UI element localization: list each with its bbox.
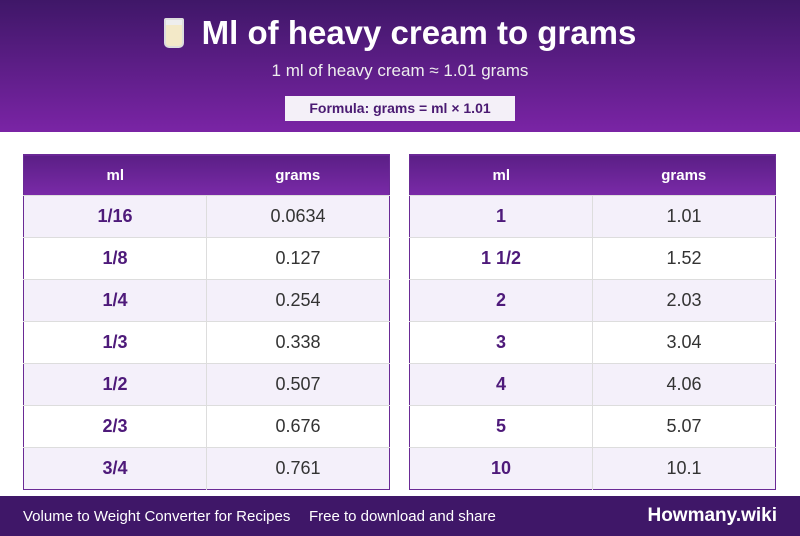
title-row: Ml of heavy cream to grams (0, 14, 800, 52)
grams-cell: 0.0634 (206, 195, 390, 238)
header-row: ml grams (409, 154, 776, 196)
table-row: 1 1.01 (409, 195, 776, 238)
column-header: grams (592, 154, 776, 196)
ml-cell: 2 (409, 279, 593, 322)
table-row: 1 1/2 1.52 (409, 237, 776, 280)
title: Ml of heavy cream to grams (201, 14, 637, 51)
glass-icon (163, 18, 184, 48)
ml-cell: 1/16 (23, 195, 207, 238)
grams-cell: 0.676 (206, 405, 390, 448)
grams-cell: 5.07 (592, 405, 776, 448)
footer: Volume to Weight Converter for Recipes F… (0, 496, 800, 536)
footer-text: Free to download and share (309, 508, 496, 525)
grams-cell: 0.338 (206, 321, 390, 364)
column-header: ml (23, 154, 207, 196)
table-row: 2/3 0.676 (23, 405, 390, 448)
ml-cell: 2/3 (23, 405, 207, 448)
ml-cell: 1/3 (23, 321, 207, 364)
table-row: 1/2 0.507 (23, 363, 390, 406)
grams-cell: 4.06 (592, 363, 776, 406)
ml-cell: 1 (409, 195, 593, 238)
grams-cell: 3.04 (592, 321, 776, 364)
ml-cell: 3 (409, 321, 593, 364)
ml-cell: 10 (409, 447, 593, 490)
header-row: ml grams (23, 154, 390, 196)
formula: Formula: grams = ml × 1.01 (285, 96, 515, 121)
ml-cell: 5 (409, 405, 593, 448)
ml-cell: 1/8 (23, 237, 207, 280)
ml-cell: 1/4 (23, 279, 207, 322)
ml-cell: 4 (409, 363, 593, 406)
table-row: 1/4 0.254 (23, 279, 390, 322)
grams-cell: 0.127 (206, 237, 390, 280)
footer-text: Volume to Weight Converter for Recipes (23, 508, 291, 525)
conversion-table: ml grams 1/16 0.0634 1/8 0.127 1/4 0.254 1/3 0.33… (23, 154, 390, 490)
column-header: grams (206, 154, 390, 196)
grams-cell: 0.761 (206, 447, 390, 490)
header: Ml of heavy cream to grams 1 ml of heavy… (0, 0, 800, 132)
subtitle: 1 ml of heavy cream ≈ 1.01 grams (271, 61, 529, 80)
column-header: ml (409, 154, 593, 196)
grams-cell: 2.03 (592, 279, 776, 322)
grams-cell: 0.507 (206, 363, 390, 406)
table-row: 10 10.1 (409, 447, 776, 490)
table-row: 5 5.07 (409, 405, 776, 448)
grams-cell: 0.254 (206, 279, 390, 322)
grams-cell: 10.1 (592, 447, 776, 490)
table-row: 1/8 0.127 (23, 237, 390, 280)
table-row: 1/16 0.0634 (23, 195, 390, 238)
table-row: 1/3 0.338 (23, 321, 390, 364)
brand[interactable]: Howmany.wiki (647, 505, 777, 526)
table-row: 3/4 0.761 (23, 447, 390, 490)
table-row: 3 3.04 (409, 321, 776, 364)
table-row: 2 2.03 (409, 279, 776, 322)
table-row: 4 4.06 (409, 363, 776, 406)
ml-cell: 1/2 (23, 363, 207, 406)
ml-cell: 1 1/2 (409, 237, 593, 280)
grams-cell: 1.52 (592, 237, 776, 280)
ml-cell: 3/4 (23, 447, 207, 490)
conversion-table: ml grams 1 1.01 1 1/2 1.52 2 2.03 3 3.04 4 4.06 5 5.0… (409, 154, 776, 490)
grams-cell: 1.01 (592, 195, 776, 238)
